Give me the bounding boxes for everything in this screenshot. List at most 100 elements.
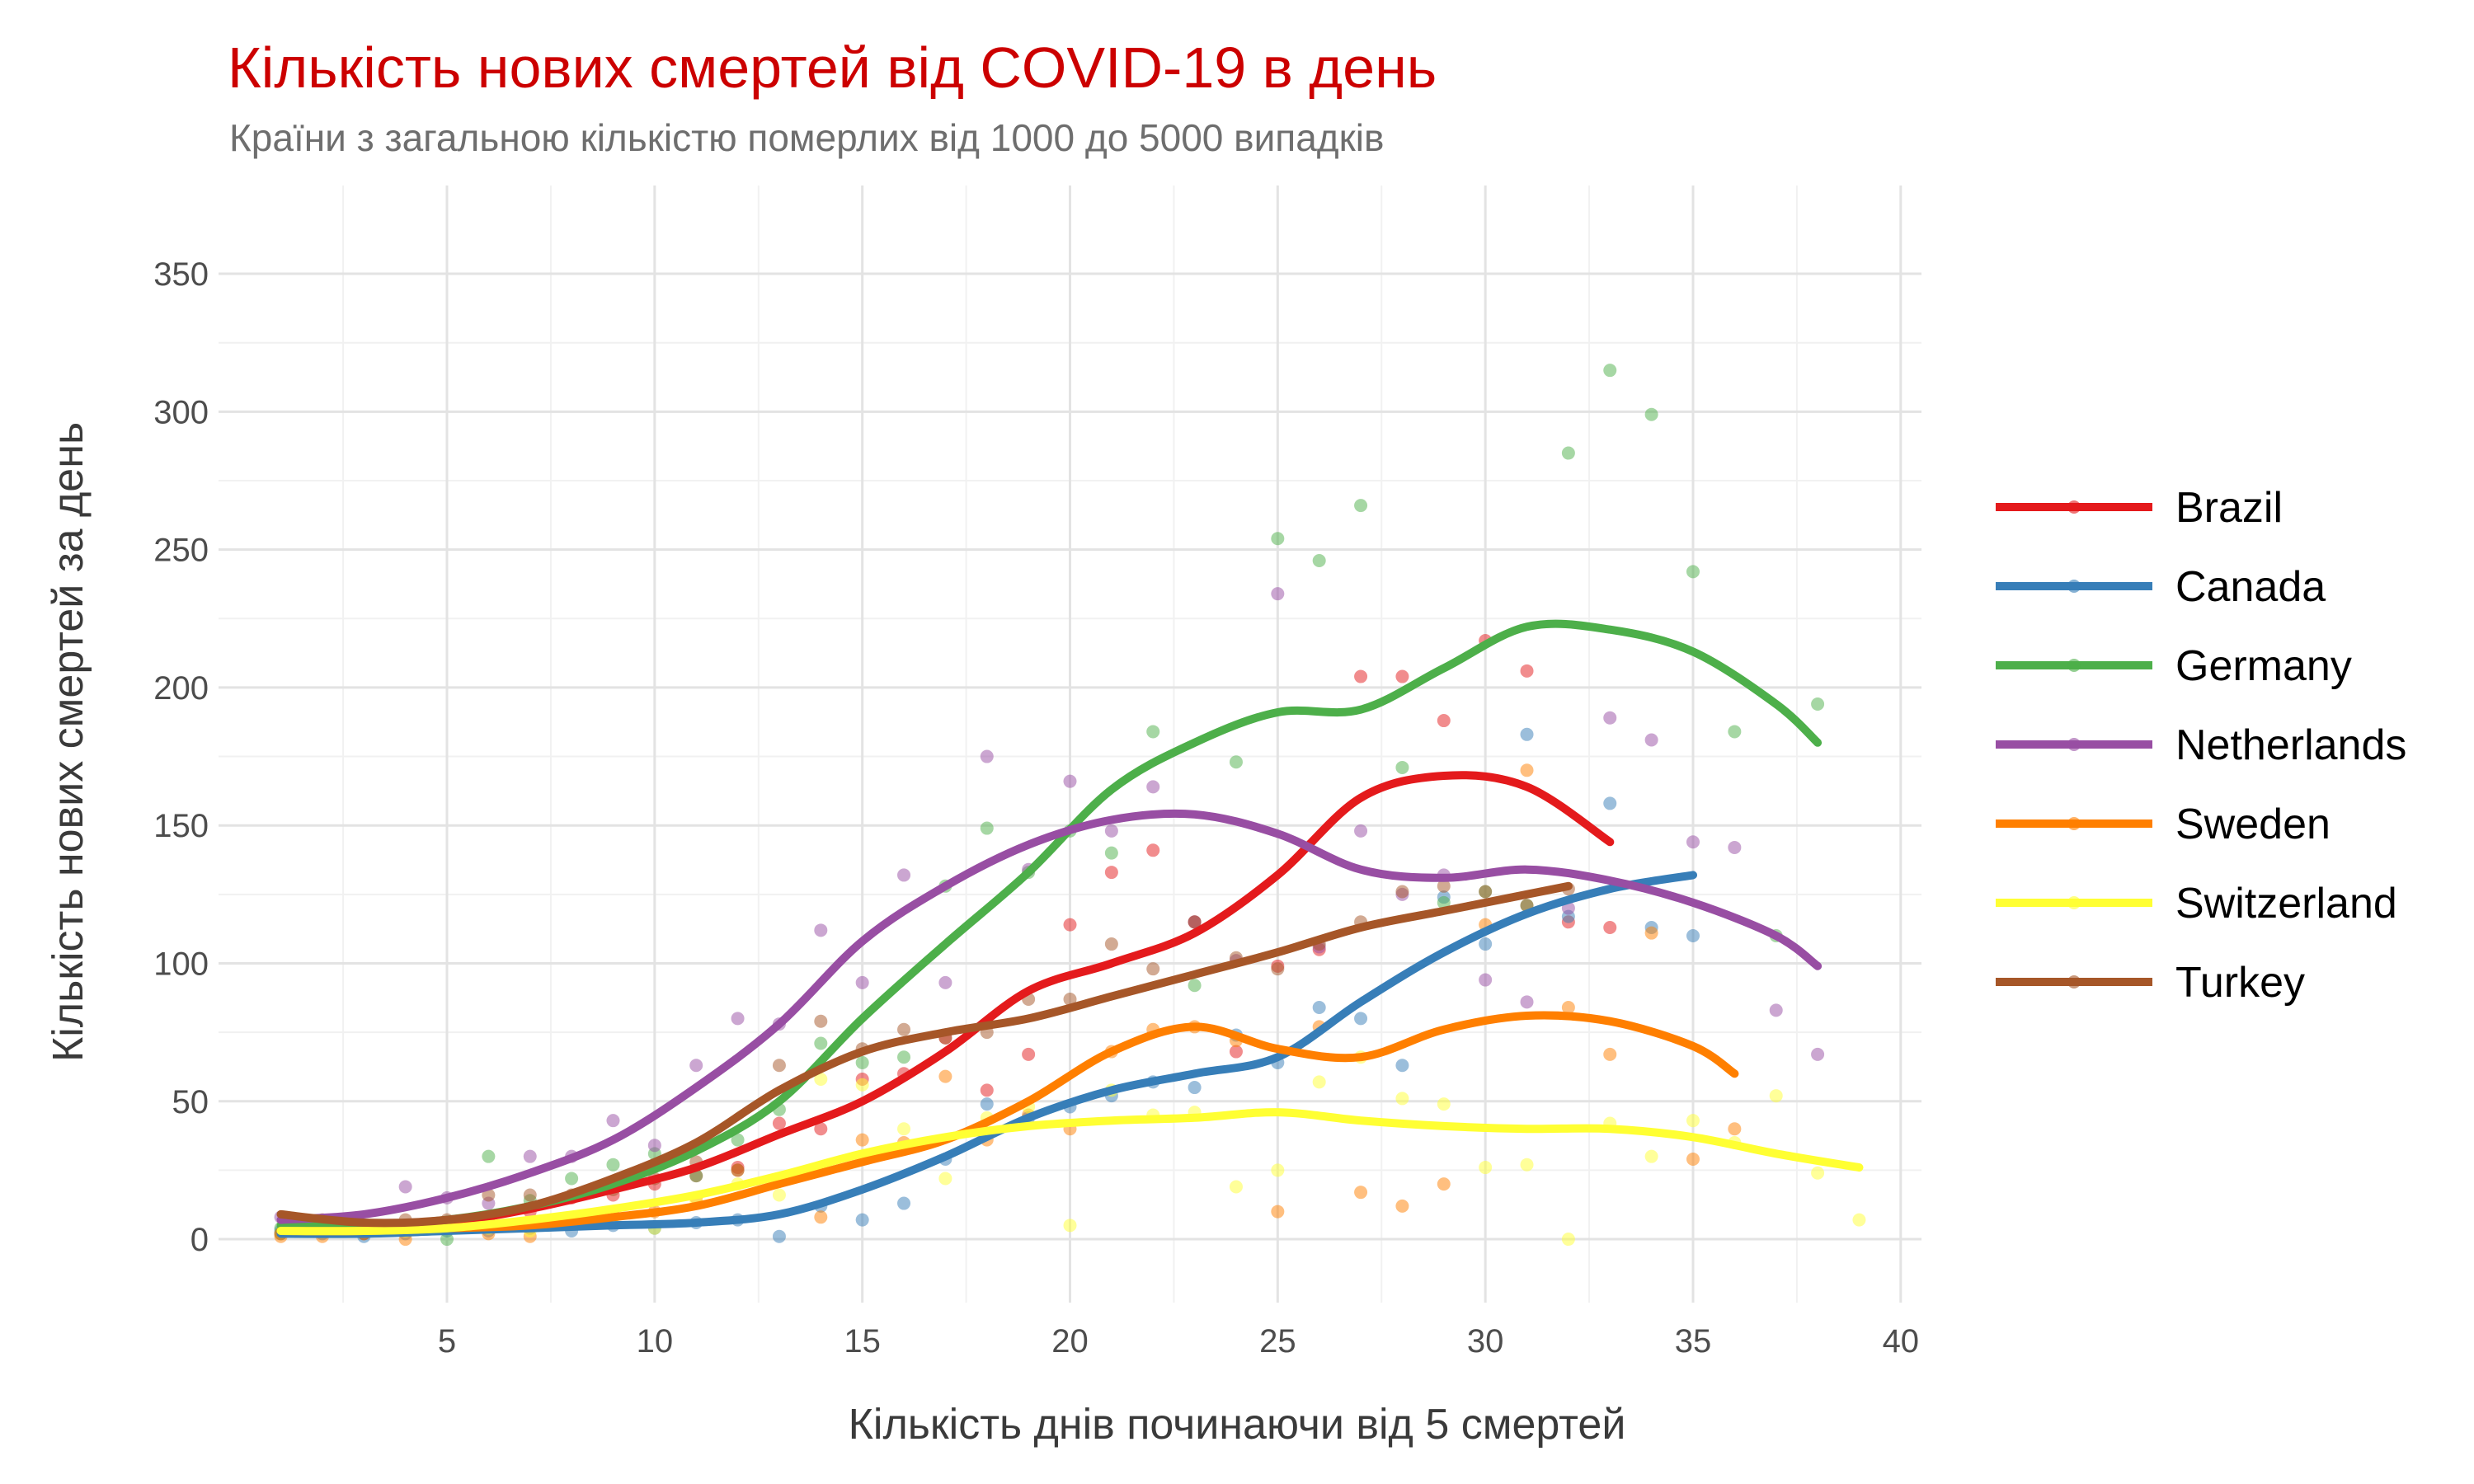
canada-point (1312, 1001, 1326, 1015)
switzerland-point (855, 1078, 869, 1092)
legend-switzerland-dot (2067, 896, 2081, 909)
legend-brazil-dot (2067, 500, 2081, 514)
netherlands-point (1354, 824, 1368, 838)
canada-point (897, 1196, 911, 1210)
legend-turkey-dot (2067, 975, 2081, 989)
brazil-point (814, 1122, 828, 1136)
x-tick-label: 35 (1675, 1323, 1712, 1360)
netherlands-point (1644, 733, 1658, 747)
turkey-point (1479, 885, 1493, 899)
legend-brazil-label: Brazil (2175, 484, 2283, 532)
netherlands-point (814, 923, 828, 937)
switzerland-trend-line (276, 1108, 1864, 1236)
legend-canada-label: Canada (2175, 563, 2326, 611)
germany-point (1229, 755, 1243, 769)
sweden-point (1603, 1047, 1617, 1061)
turkey-point (772, 1059, 786, 1073)
legend-germany-label: Germany (2175, 642, 2352, 690)
netherlands-point (523, 1149, 537, 1163)
switzerland-point (1229, 1180, 1243, 1194)
y-tick-label: 0 (190, 1222, 209, 1258)
x-tick-label: 30 (1467, 1323, 1504, 1360)
y-tick-label: 350 (153, 256, 209, 293)
netherlands-point (1603, 711, 1617, 725)
germany-point (1644, 407, 1658, 421)
germany-point (1728, 725, 1742, 739)
germany-point (1104, 846, 1118, 860)
germany-point (1437, 895, 1451, 909)
switzerland-point (1271, 1163, 1285, 1177)
switzerland-point (1479, 1161, 1493, 1175)
legend-netherlands-label: Netherlands (2175, 721, 2406, 769)
turkey-point (1063, 992, 1077, 1006)
germany-point (814, 1036, 828, 1050)
canada-point (1354, 1012, 1368, 1026)
sweden-point (855, 1133, 869, 1147)
turkey-point (482, 1188, 496, 1202)
legend-turkey-label: Turkey (2175, 959, 2305, 1007)
legend-canada-dot (2067, 580, 2081, 593)
x-tick-label: 20 (1051, 1323, 1089, 1360)
sweden-point (814, 1210, 828, 1224)
germany-point (1395, 760, 1409, 774)
germany-point (565, 1172, 579, 1186)
switzerland-point (1811, 1166, 1825, 1180)
switzerland-point (1769, 1089, 1783, 1103)
brazil-point (1146, 843, 1160, 857)
germany-point (1271, 532, 1285, 546)
germany-point (440, 1233, 454, 1247)
x-tick-label: 40 (1883, 1323, 1920, 1360)
brazil-point (1395, 669, 1409, 683)
switzerland-point (1644, 1149, 1658, 1163)
x-tick-label: 25 (1259, 1323, 1296, 1360)
canada-point (1188, 1081, 1202, 1095)
chart-subtitle: Країни з загальною кількістю померлих ві… (229, 116, 1385, 159)
germany-point (606, 1158, 620, 1172)
sweden-point (938, 1069, 952, 1083)
turkey-point (1146, 962, 1160, 976)
y-tick-label: 300 (153, 394, 209, 430)
chart-title: Кількість нових смертей від COVID-19 в д… (228, 35, 1437, 100)
germany-point (897, 1050, 911, 1064)
netherlands-point (938, 975, 952, 989)
switzerland-point (1686, 1114, 1700, 1128)
canada-point (980, 1097, 994, 1111)
canada-point (1603, 796, 1617, 810)
netherlands-point (1063, 774, 1077, 788)
brazil-point (1437, 714, 1451, 728)
brazil-point (1104, 866, 1118, 880)
sweden-trend-line (276, 1011, 1739, 1236)
switzerland-point (938, 1172, 952, 1186)
brazil-point (1022, 1047, 1036, 1061)
legend-germany-dot (2067, 659, 2081, 672)
brazil-point (772, 1116, 786, 1130)
turkey-point (1437, 879, 1451, 893)
legend-switzerland-label: Switzerland (2175, 880, 2397, 928)
netherlands-point (1811, 1047, 1825, 1061)
sweden-point (1271, 1205, 1285, 1219)
turkey-point (1104, 937, 1118, 951)
netherlands-point (647, 1139, 661, 1153)
germany-point (1146, 725, 1160, 739)
sweden-point (1644, 926, 1658, 940)
germany-point (731, 1133, 745, 1147)
sweden-point (1728, 1122, 1742, 1136)
germany-point (1312, 554, 1326, 568)
germany-point (1811, 697, 1825, 711)
netherlands-point (731, 1012, 745, 1026)
netherlands-trend-line (276, 809, 1823, 1224)
netherlands-point (1271, 587, 1285, 601)
y-axis-title: Кількість нових смертей за день (45, 422, 92, 1062)
canada-point (855, 1213, 869, 1227)
switzerland-point (1395, 1092, 1409, 1106)
germany-trend-line (276, 619, 1823, 1230)
netherlands-point (1146, 780, 1160, 794)
y-tick-label: 150 (153, 808, 209, 844)
germany-point (1686, 565, 1700, 579)
sweden-point (1437, 1177, 1451, 1191)
x-axis-title: Кількість днів починаючи від 5 смертей (849, 1401, 1626, 1449)
switzerland-point (1063, 1219, 1077, 1233)
germany-point (1188, 979, 1202, 993)
sweden-point (1520, 763, 1534, 777)
turkey-point (1271, 962, 1285, 976)
